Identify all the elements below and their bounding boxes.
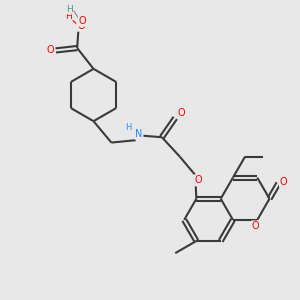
Text: O: O — [78, 16, 86, 26]
Text: O: O — [77, 21, 85, 31]
Text: O: O — [280, 177, 288, 187]
Text: H: H — [66, 5, 73, 14]
Text: O: O — [194, 175, 202, 185]
Text: O: O — [177, 108, 185, 118]
Text: H: H — [65, 12, 72, 21]
Text: H: H — [125, 123, 131, 132]
Text: N: N — [135, 129, 142, 139]
Text: O: O — [252, 221, 260, 231]
Text: O: O — [46, 45, 54, 56]
